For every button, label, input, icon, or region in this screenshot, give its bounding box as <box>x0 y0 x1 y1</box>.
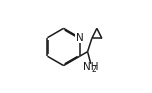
Text: 2: 2 <box>92 65 96 74</box>
Text: NH: NH <box>83 62 98 72</box>
Text: N: N <box>76 33 84 43</box>
